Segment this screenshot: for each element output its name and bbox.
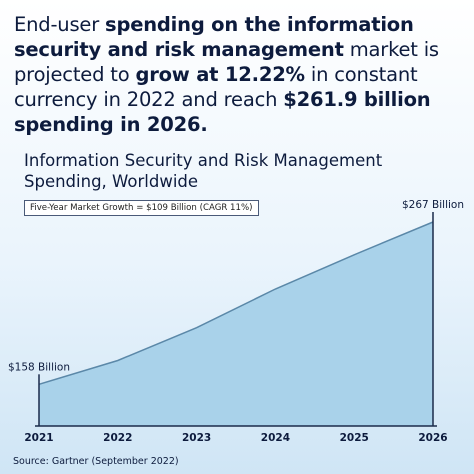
headline-bold-3: $261.9 billion spending in 2026. — [14, 88, 431, 136]
headline-bold-2: grow at 12.22% — [135, 63, 305, 86]
chart-title: Information Security and Risk Management… — [24, 151, 383, 191]
x-tick-label: 2024 — [261, 432, 290, 444]
headline: End-user spending on the information sec… — [14, 12, 464, 137]
headline-bold-1: spending on the information security and… — [14, 13, 414, 61]
headline-part-2: market is projected to — [14, 38, 439, 86]
area-series — [39, 222, 433, 426]
chart-layer: 2021 2022 2023 2024 2025 2026 $158 Billion $267… — [8, 199, 464, 444]
headline-part-1: End-user — [14, 13, 106, 36]
x-tick-label: 2021 — [24, 432, 53, 444]
headline-part-3: in constant currency in 2022 and reach — [14, 63, 418, 111]
x-tick-label: 2026 — [418, 432, 447, 444]
x-tick-label: 2025 — [340, 432, 369, 444]
area-line — [38, 221, 434, 386]
data-label: $158 Billion — [8, 361, 70, 373]
x-tick-label: 2023 — [182, 432, 211, 444]
data-label: $267 Billion — [402, 199, 464, 211]
growth-note: Five-Year Market Growth = $109 Billion (… — [24, 200, 259, 216]
source-footer: Source: Gartner (September 2022) — [13, 456, 179, 467]
x-tick-label: 2022 — [103, 432, 132, 444]
